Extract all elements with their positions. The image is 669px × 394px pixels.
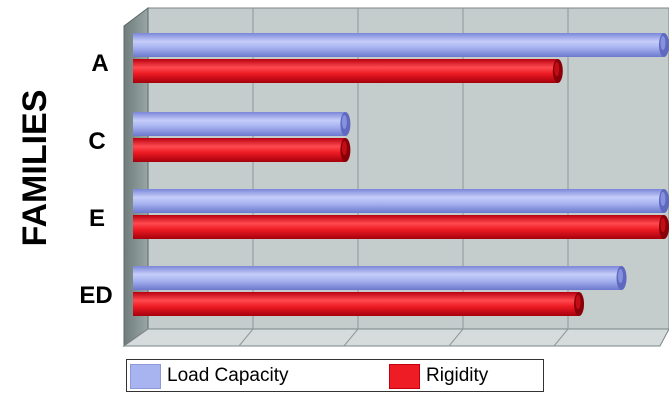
bars: [133, 33, 669, 316]
category-label-a: A: [91, 50, 108, 77]
floor-grid-line: [553, 328, 569, 347]
legend-label-rigidity: Rigidity: [426, 365, 489, 386]
legend-label-load-capacity: Load Capacity: [167, 365, 289, 386]
legend-swatch-rigidity: [389, 363, 420, 389]
bar-load-capacity-c: [133, 112, 351, 136]
legend: Load Capacity Rigidity: [126, 359, 544, 392]
bar-load-capacity-e: [133, 189, 669, 213]
bar-rigidity-a: [133, 59, 563, 83]
floor-grid-line: [238, 328, 254, 347]
bar-load-capacity-a: [133, 33, 669, 57]
floor-grid-line: [343, 328, 359, 347]
legend-item-load-capacity: Load Capacity: [130, 363, 288, 389]
category-labels: A C E ED: [79, 50, 112, 309]
floor-grid-line: [448, 328, 464, 347]
bar-rigidity-ed: [133, 292, 585, 316]
category-label-ed: ED: [79, 282, 112, 309]
legend-swatch-load-capacity: [130, 363, 161, 389]
bar-rigidity-c: [133, 138, 351, 162]
plot-floor: [122, 328, 669, 347]
bar-load-capacity-ed: [133, 266, 627, 290]
category-label-c: C: [88, 128, 105, 155]
bar-rigidity-e: [133, 215, 669, 239]
category-label-e: E: [89, 205, 105, 232]
y-axis-title: FAMILIES: [16, 90, 54, 247]
legend-item-rigidity: Rigidity: [389, 363, 488, 389]
